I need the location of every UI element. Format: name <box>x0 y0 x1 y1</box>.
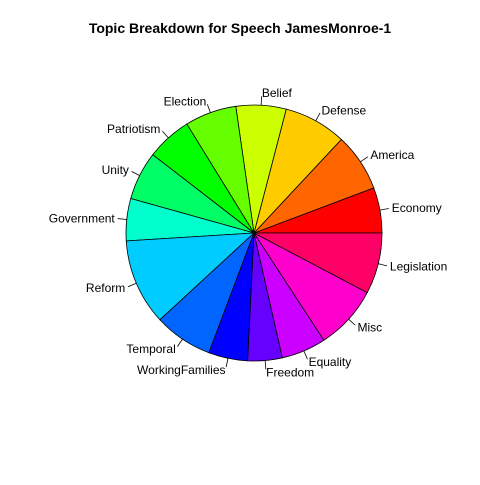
pie-label-government: Government <box>49 211 116 225</box>
pie-label-reform: Reform <box>86 281 125 295</box>
pie-tick-misc <box>348 318 356 326</box>
pie-label-temporal: Temporal <box>126 342 175 356</box>
pie-label-defense: Defense <box>321 103 366 117</box>
pie-label-freedom: Freedom <box>266 365 314 379</box>
pie-label-belief: Belief <box>262 86 293 100</box>
pie-tick-temporal <box>177 338 183 347</box>
pie-slice-reform <box>125 232 256 321</box>
pie-label-equality: Equality <box>309 355 352 369</box>
pie-tick-government <box>117 218 127 220</box>
pie-tick-reform <box>127 282 137 288</box>
pie-label-workingfamilies: WorkingFamilies <box>137 363 225 377</box>
pie-tick-freedom <box>264 360 267 370</box>
pie-tick-unity <box>131 171 140 176</box>
pie-tick-america <box>360 156 369 163</box>
pie-tick-workingfamilies <box>225 358 229 368</box>
chart-title: Topic Breakdown for Speech JamesMonroe-1 <box>88 20 392 36</box>
pie-label-misc: Misc <box>358 320 383 334</box>
pie-tick-election <box>206 104 211 113</box>
pie-label-election: Election <box>164 94 207 108</box>
pie-tick-economy <box>379 208 389 211</box>
pie-tick-belief <box>260 96 263 106</box>
pie-tick-legislation <box>378 263 388 267</box>
pie-tick-patriotism <box>162 130 169 139</box>
pie-label-unity: Unity <box>102 163 129 177</box>
pie-label-america: America <box>370 148 414 162</box>
pie-tick-equality <box>303 350 308 360</box>
pie-label-patriotism: Patriotism <box>107 122 160 136</box>
pie-label-legislation: Legislation <box>390 260 447 274</box>
pie-slice-legislation <box>253 232 383 294</box>
pie-label-economy: Economy <box>392 201 442 215</box>
pie-tick-defense <box>315 112 321 122</box>
